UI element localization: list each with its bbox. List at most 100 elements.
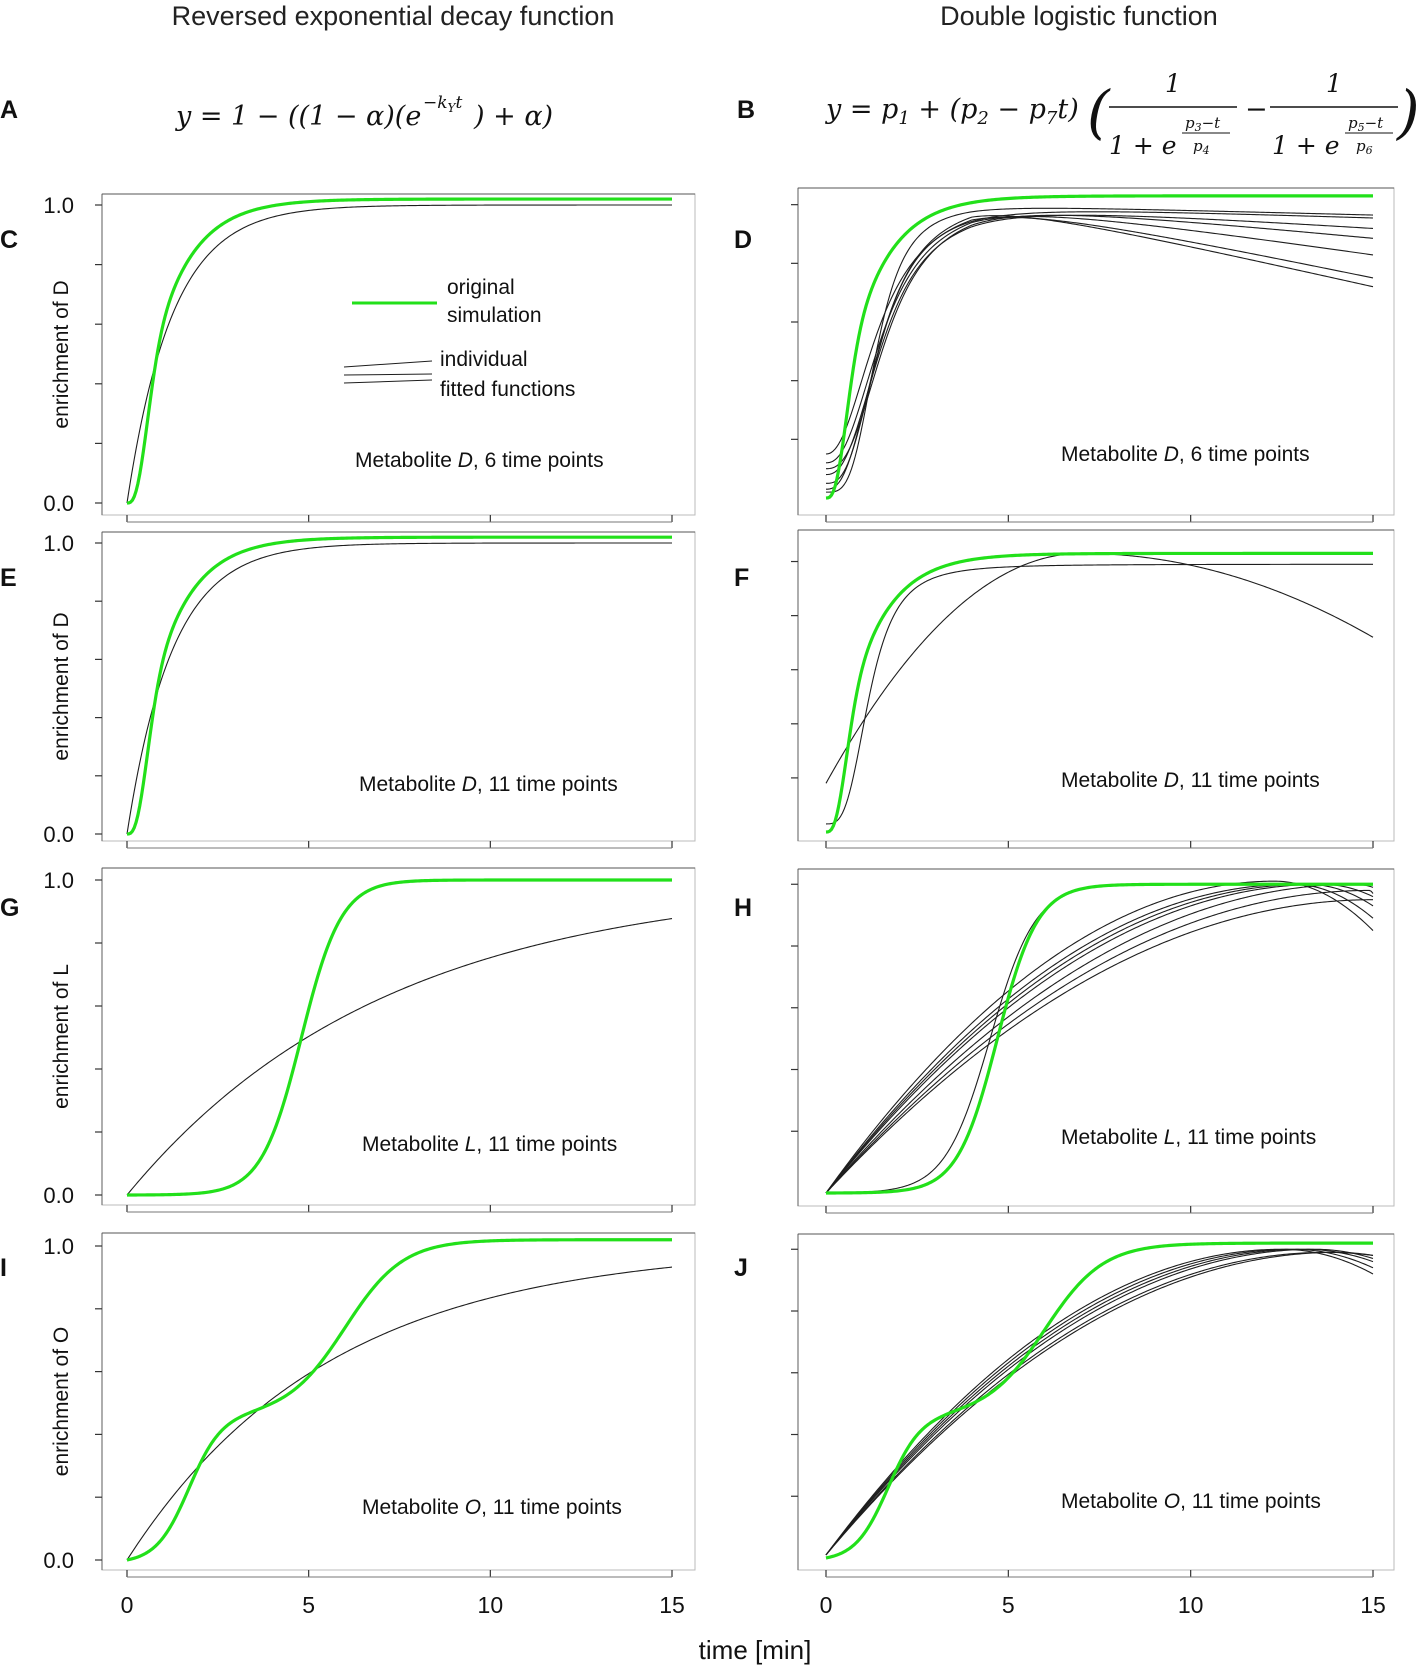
panel-label: D	[734, 226, 752, 254]
series-fitted-function-3	[825, 214, 1374, 470]
formula-a: y = 1 − ((1 − α)(e −kYt ) + α)	[175, 93, 553, 132]
series-fitted-function-2	[825, 215, 1374, 464]
panel-label: I	[0, 1254, 7, 1282]
svg-text:1 + e: 1 + e	[1272, 131, 1340, 160]
y-tick-label-top: 1.0	[43, 1234, 74, 1259]
series-original-simulation	[127, 878, 672, 1197]
panel-d: D Metabolite D, 6 time points	[734, 187, 1395, 523]
svg-text:y = p1 + (p2 − p7t): y = p1 + (p2 − p7t)	[825, 94, 1079, 129]
chart-panels: 1.0 0.0 enrichment of D C Metabolite D, 6 ti…	[0, 187, 1395, 1618]
x-tick-label: 15	[659, 1592, 685, 1618]
series-original-simulation	[126, 1238, 672, 1562]
series-original-simulation	[825, 551, 1373, 834]
panel-f: F Metabolite D, 11 time points	[734, 529, 1395, 849]
series-fitted-function-1	[126, 1266, 673, 1561]
series-fitted-function-5	[825, 1251, 1374, 1556]
series-fitted-function-8	[825, 899, 1373, 1194]
panel-label: G	[0, 894, 19, 922]
panel-annotation: Metabolite D, 6 time points	[1061, 443, 1310, 466]
panel-label: C	[0, 226, 18, 254]
svg-text:−kYt: −kYt	[423, 93, 462, 115]
x-tick-label: 10	[478, 1592, 504, 1618]
y-axis-label: enrichment of D	[50, 280, 73, 428]
panel-annotation: Metabolite O, 11 time points	[1061, 1490, 1321, 1513]
series-fitted-function-2	[825, 880, 1374, 1194]
panel-label: E	[0, 564, 17, 592]
panel-c: 1.0 0.0 enrichment of D C Metabolite D, 6 ti…	[0, 193, 696, 523]
series-fitted-function-1	[126, 918, 673, 1196]
series-original-simulation	[825, 194, 1373, 500]
svg-text:) + α): ) + α)	[473, 101, 553, 132]
y-tick-label-bottom: 0.0	[43, 1548, 74, 1573]
panel-i: 1.0 0.0 0 5 10 15 enrichment of O I Metabolite O…	[0, 1232, 696, 1618]
legend-green-label-2: simulation	[447, 304, 542, 327]
x-tick-label: 10	[1178, 1592, 1204, 1618]
series-fitted-function-1	[126, 204, 672, 504]
y-axis-label: enrichment of L	[50, 964, 73, 1109]
y-tick-label-top: 1.0	[43, 531, 74, 556]
legend-green-label-1: original	[447, 276, 515, 299]
series-fitted-function-4	[825, 214, 1374, 476]
panel-annotation: Metabolite D, 11 time points	[1061, 769, 1320, 792]
plot-frame	[797, 868, 1395, 1207]
series-original-simulation	[126, 535, 672, 836]
plot-frame	[797, 1233, 1395, 1571]
svg-text:): )	[1395, 78, 1417, 146]
svg-text:1: 1	[1326, 69, 1342, 98]
svg-text:1: 1	[1165, 69, 1181, 98]
panel-g: 1.0 0.0 enrichment of L G Metabolite L, 11 t…	[0, 867, 696, 1213]
panel-e: 1.0 0.0 enrichment of D E Metabolite D, 11 t…	[0, 531, 696, 849]
x-tick-label: 15	[1360, 1592, 1386, 1618]
y-axis-label: enrichment of O	[50, 1327, 73, 1476]
y-tick-label-bottom: 0.0	[43, 491, 74, 516]
legend-black-line-1	[343, 360, 433, 368]
series-fitted-function-1	[126, 542, 672, 835]
series-fitted-function-7	[825, 889, 1374, 1194]
col-right-title: Double logistic function	[940, 1, 1218, 31]
panel-label: H	[734, 894, 752, 922]
series-fitted-function-6	[825, 883, 1374, 1194]
series-fitted-function-1	[825, 563, 1373, 825]
series-fitted-function-3	[825, 1248, 1374, 1556]
legend-black-label-1: individual	[440, 348, 528, 371]
x-tick-label: 5	[302, 1592, 315, 1618]
svg-text:p5−t: p5−t	[1348, 114, 1384, 134]
plot-frame	[101, 1232, 696, 1571]
panel-annotation: Metabolite O, 11 time points	[362, 1496, 622, 1519]
legend-black-line-2	[343, 373, 433, 376]
legend-black-label-2: fitted functions	[440, 378, 575, 401]
svg-text:p6: p6	[1356, 137, 1373, 157]
panel-annotation: Metabolite L, 11 time points	[362, 1133, 617, 1156]
x-tick-label: 0	[121, 1592, 134, 1618]
panel-label: F	[734, 564, 749, 592]
x-tick-label: 0	[820, 1592, 833, 1618]
series-fitted-function-5	[825, 883, 1374, 1194]
series-fitted-function-5	[825, 211, 1374, 484]
panel-label-a: A	[0, 96, 18, 124]
svg-text:(: (	[1087, 78, 1111, 146]
svg-text:−: −	[1245, 94, 1268, 125]
svg-text:y = 1 − ((1 − α)(e: y = 1 − ((1 − α)(e	[175, 101, 421, 132]
panel-annotation: Metabolite D, 6 time points	[355, 449, 604, 472]
panel-annotation: Metabolite L, 11 time points	[1061, 1126, 1316, 1149]
series-fitted-function-6	[826, 207, 1374, 493]
svg-text:p4: p4	[1193, 137, 1210, 157]
x-tick-label: 5	[1002, 1592, 1015, 1618]
series-fitted-function-1	[825, 216, 1374, 455]
legend: original simulation individual fitted fu…	[343, 276, 575, 401]
legend-black-line-3	[343, 379, 433, 384]
svg-text:p3−t: p3−t	[1185, 114, 1221, 134]
y-axis-label: enrichment of D	[50, 612, 73, 760]
series-fitted-function-4	[825, 1248, 1374, 1556]
panel-label: J	[734, 1254, 748, 1282]
svg-text:1 + e: 1 + e	[1109, 131, 1177, 160]
series-original-simulation	[825, 1241, 1373, 1560]
series-fitted-function-7	[825, 215, 1374, 490]
x-axis-label: time [min]	[699, 1635, 812, 1665]
y-tick-label-bottom: 0.0	[43, 822, 74, 847]
series-original-simulation	[825, 882, 1373, 1195]
formula-b: y = p1 + (p2 − p7t) ( ) 1 1 + e p3−t p4 …	[825, 69, 1417, 160]
panel-label-b: B	[737, 96, 755, 124]
panel-annotation: Metabolite D, 11 time points	[359, 773, 618, 796]
panel-j: 0 5 10 15 J Metabolite O, 11 time points	[734, 1233, 1395, 1618]
